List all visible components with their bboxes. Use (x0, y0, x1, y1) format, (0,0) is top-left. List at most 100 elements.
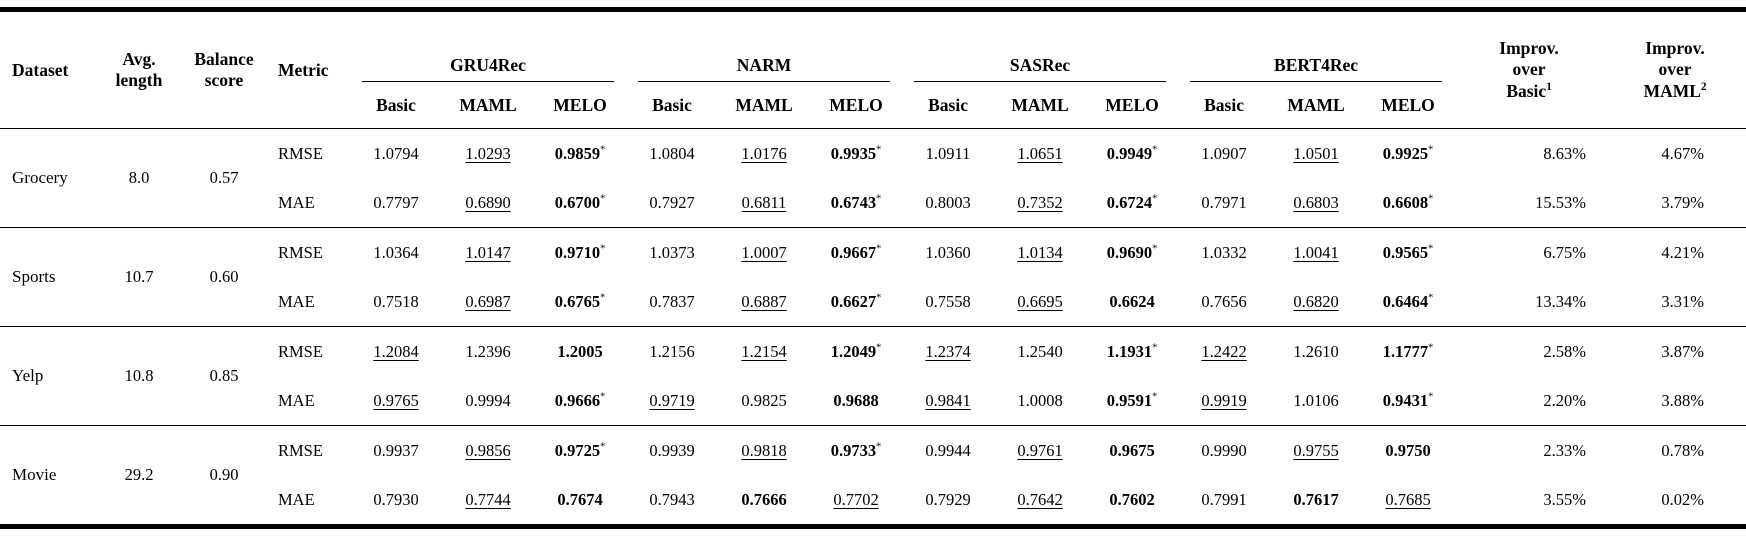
metric-value: 0.9675 (1109, 440, 1155, 460)
metric-value-cell: 0.7602 (1086, 475, 1178, 527)
metric-value: 0.6743 (830, 192, 877, 212)
metric-value-cell: 0.6820 (1270, 277, 1362, 327)
metric-value: 0.7602 (1109, 489, 1155, 509)
significance-star: * (1428, 342, 1434, 353)
metric-value-cell: 0.6765* (534, 277, 626, 327)
metric-value-cell: 1.1777* (1362, 326, 1455, 376)
improv-over-maml-cell: 0.02% (1661, 489, 1705, 509)
metric-value: 1.0147 (465, 242, 511, 262)
metric-value-cell: 0.6890 (442, 178, 534, 228)
col-header-improv: Improv. over Basic1 (1454, 9, 1605, 129)
metric-value: 0.6700 (554, 192, 601, 212)
metric-value: 0.7617 (1293, 489, 1339, 509)
improv-over-maml-cell: 3.87% (1604, 326, 1746, 376)
col-header-dataset: Dataset (0, 9, 100, 129)
improv-header-footnote-mark: 2 (1700, 80, 1707, 93)
model-group-name: SASRec (1009, 54, 1071, 75)
metric-value-cell: 1.0911 (902, 129, 994, 179)
improv-over-basic-cell: 6.75% (1454, 227, 1605, 277)
metric-value: 0.9719 (649, 390, 695, 410)
metric-value-cell: 0.7642 (994, 475, 1086, 527)
dataset-name-cell: Grocery (12, 168, 68, 187)
metric-value-cell: 1.0007 (718, 227, 811, 277)
metric-value: 0.7518 (373, 291, 419, 311)
metric-value-cell: 1.2154 (718, 326, 811, 376)
table-body: Grocery 8.0 0.57 RMSE 1.0794 1.0293 0.9859* 1.0… (0, 129, 1746, 527)
improv-header-footnote-mark: 1 (1546, 80, 1552, 93)
metric-value: 1.2049 (830, 341, 877, 361)
metric-value: 1.1777 (1382, 341, 1429, 361)
metric-value-cell: 0.9750 (1362, 425, 1455, 475)
variant-col-header: Basic (1178, 82, 1271, 129)
improv-over-basic-cell: 15.53% (1535, 192, 1587, 212)
metric-value: 1.1931 (1106, 341, 1153, 361)
metric-value-cell: 0.9755 (1270, 425, 1363, 475)
metric-value-cell: 1.0501 (1270, 129, 1362, 179)
header-row-variants: Basic MAML MELO Basic MAML MELO Basic MAML MELO B… (0, 82, 1746, 129)
metric-value: 0.7927 (649, 192, 695, 212)
metric-value: 1.2084 (373, 341, 419, 361)
table-row: MAE 0.7797 0.6890 0.6700* 0.7927 0.6811 0.6743… (0, 178, 1746, 228)
metric-value-cell: 0.6811 (718, 178, 810, 228)
metric-value: 0.7656 (1201, 291, 1247, 311)
metric-value: 1.0106 (1293, 390, 1339, 410)
metric-value: 0.9761 (1017, 440, 1063, 460)
metric-value-cell: 1.0106 (1270, 376, 1362, 426)
significance-star: * (600, 193, 606, 204)
metric-value-cell: 0.7797 (350, 178, 442, 228)
metric-value: 0.9765 (373, 390, 419, 410)
dataset-name-cell: Movie (0, 425, 100, 527)
metric-value-cell: 0.7837 (626, 277, 718, 327)
paper-results-table-region: Dataset Avg. length Balance score Metric GRU… (0, 7, 1746, 529)
metric-value: 0.9935 (830, 143, 877, 163)
metric-name-cell: MAE (278, 489, 315, 509)
metric-value-cell: 1.0176 (718, 129, 810, 179)
metric-value: 0.8003 (925, 192, 971, 212)
improv-over-basic-cell: 2.20% (1543, 390, 1587, 410)
metric-value-cell: 0.7929 (902, 475, 994, 527)
metric-value: 0.9949 (1106, 143, 1153, 163)
metric-value-cell: 1.0373 (626, 227, 719, 277)
metric-value: 0.9667 (830, 242, 877, 262)
metric-value: 0.7558 (925, 291, 971, 311)
metric-value-cell: 0.9761 (994, 425, 1087, 475)
metric-value-cell: 0.9859* (534, 129, 626, 179)
metric-name-cell: MAE (278, 291, 315, 311)
metric-value-cell: 1.2396 (442, 326, 534, 376)
metric-value: 0.9755 (1293, 440, 1339, 460)
metric-value-cell: 0.7558 (902, 277, 994, 327)
metric-value: 1.0360 (925, 242, 971, 262)
metric-value: 0.9818 (741, 440, 787, 460)
table-row: Yelp 10.8 0.85 RMSE 1.2084 1.2396 1.2005 1.2156… (0, 326, 1746, 426)
metric-value-cell: 0.9719 (626, 376, 718, 426)
metric-value-cell: 1.0147 (442, 227, 534, 277)
metric-value: 0.7971 (1201, 192, 1247, 212)
metric-value-cell: 0.9565* (1362, 227, 1455, 277)
improv-over-basic-cell: 2.33% (1454, 425, 1605, 475)
metric-value-cell: 0.9925* (1362, 129, 1454, 179)
metric-name-cell: RMSE (270, 227, 350, 277)
metric-value: 1.2005 (557, 341, 603, 361)
metric-value-cell: 0.9765 (350, 376, 442, 426)
metric-value-cell: 0.6608* (1362, 178, 1454, 228)
metric-value-cell: 0.6724* (1086, 178, 1178, 228)
metric-value: 0.6987 (465, 291, 511, 311)
significance-star: * (1428, 193, 1434, 204)
metric-value-cell: 1.2540 (994, 326, 1087, 376)
metric-value: 0.6624 (1109, 291, 1155, 311)
significance-star: * (1152, 193, 1158, 204)
metric-value: 0.9990 (1201, 440, 1247, 460)
metric-value-cell: 0.6627* (810, 277, 902, 327)
metric-value-cell: 0.6700* (534, 178, 626, 228)
metric-value-cell: 1.2156 (626, 326, 719, 376)
metric-value: 0.9841 (925, 390, 971, 410)
metric-value-cell: 1.0332 (1178, 227, 1271, 277)
metric-value: 1.2374 (925, 341, 971, 361)
avg-length-cell: 10.8 (100, 326, 178, 426)
metric-value-cell: 0.6695 (994, 277, 1086, 327)
metric-value-cell: 1.2374 (902, 326, 995, 376)
metric-value-cell: 0.7685 (1362, 475, 1454, 527)
metric-value: 1.0794 (373, 143, 419, 163)
improv-over-maml-cell: 3.88% (1661, 390, 1705, 410)
significance-star: * (600, 144, 606, 155)
